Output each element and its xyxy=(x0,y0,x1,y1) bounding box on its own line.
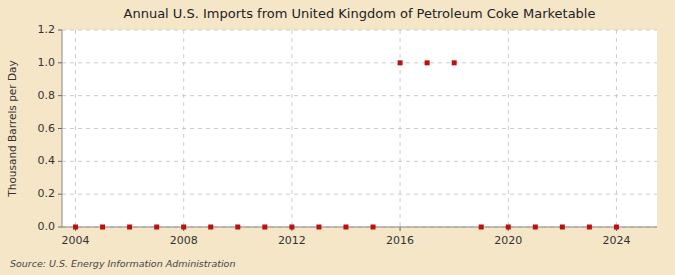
x-grid-line xyxy=(400,30,401,227)
y-tick xyxy=(58,161,62,162)
y-tick-label: 0.6 xyxy=(38,122,56,135)
x-grid-line xyxy=(183,30,184,227)
y-grid-line xyxy=(62,62,657,63)
point xyxy=(181,225,186,230)
point xyxy=(208,225,213,230)
point xyxy=(343,225,348,230)
point xyxy=(154,225,159,230)
point xyxy=(262,225,267,230)
source-note: Source: U.S. Energy Information Administ… xyxy=(10,258,235,269)
point xyxy=(560,225,565,230)
y-tick-label: 0.8 xyxy=(38,89,56,102)
title: Annual U.S. Imports from United Kingdom … xyxy=(124,6,596,21)
chart: 0.0 0.2 0.4 0.6 0.8 1.0 1.2 2004 2008 2012 2016 202… xyxy=(0,0,675,275)
point xyxy=(235,225,240,230)
y-tick-label: 0.0 xyxy=(38,220,56,233)
y-tick xyxy=(58,227,62,228)
y-tick xyxy=(58,194,62,195)
x-grid-line xyxy=(616,30,617,227)
point xyxy=(398,60,403,65)
grid xyxy=(62,30,657,227)
y-grid-line xyxy=(62,161,657,162)
points xyxy=(73,60,619,229)
y-tick-label: 1.0 xyxy=(38,56,56,69)
axes: 0.0 0.2 0.4 0.6 0.8 1.0 1.2 2004 2008 2012 2016 202… xyxy=(38,23,658,247)
y-tick xyxy=(58,30,62,31)
y-grid-line xyxy=(62,194,657,195)
y-grid-line xyxy=(62,30,657,31)
point xyxy=(73,225,78,230)
x-tick-label: 2012 xyxy=(278,234,306,247)
page: {"chart_data": { "type": "scatter", "tit… xyxy=(0,0,675,275)
x-grid-line xyxy=(291,30,292,227)
point xyxy=(506,225,511,230)
x-axis-line xyxy=(62,227,657,228)
x-tick-label: 2008 xyxy=(170,234,198,247)
y-tick-label: 1.2 xyxy=(38,23,56,36)
point xyxy=(371,225,376,230)
x-tick-label: 2016 xyxy=(386,234,414,247)
y-tick xyxy=(58,62,62,63)
point xyxy=(100,225,105,230)
point xyxy=(533,225,538,230)
point xyxy=(614,225,619,230)
x-grid-line xyxy=(508,30,509,227)
y-grid-line xyxy=(62,227,657,228)
point xyxy=(452,60,457,65)
x-tick xyxy=(400,227,401,231)
y-tick xyxy=(58,95,62,96)
point xyxy=(587,225,592,230)
plot-background xyxy=(62,30,657,227)
y-axis-line xyxy=(62,30,63,227)
x-tick-label: 2024 xyxy=(602,234,630,247)
y-tick-label: 0.2 xyxy=(38,187,56,200)
point xyxy=(289,225,294,230)
point xyxy=(425,60,430,65)
y-tick xyxy=(58,128,62,129)
point xyxy=(479,225,484,230)
point xyxy=(127,225,132,230)
y-grid-line xyxy=(62,95,657,96)
x-tick-label: 2020 xyxy=(494,234,522,247)
y-axis-label: Thousand Barrels per Day xyxy=(6,60,18,197)
y-grid-line xyxy=(62,128,657,129)
x-grid-line xyxy=(75,30,76,227)
point xyxy=(316,225,321,230)
x-tick-label: 2004 xyxy=(62,234,90,247)
y-tick-label: 0.4 xyxy=(38,154,56,167)
